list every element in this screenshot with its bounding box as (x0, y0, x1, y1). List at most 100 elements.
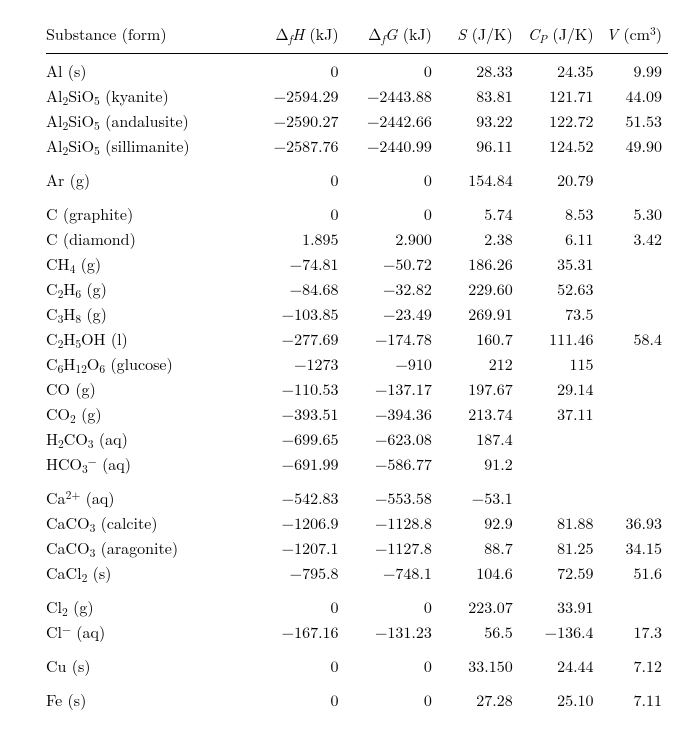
table-row: Al2SiO5 (kyanite)−2594.29−2443.8883.8112… (46, 83, 668, 108)
v-cell (600, 276, 668, 301)
dfh-cell: −1273 (251, 351, 344, 376)
dfh-cell: 0 (251, 644, 344, 678)
dfh-cell: −1207.1 (251, 535, 344, 560)
dfh-cell: −542.83 (251, 476, 344, 510)
s-cell: 33.150 (438, 644, 519, 678)
substance-cell: CaCO3 (calcite) (46, 510, 251, 535)
col-v: V (cm3) (600, 18, 668, 51)
dfh-cell: −2587.76 (251, 133, 344, 158)
dfh-cell: −277.69 (251, 326, 344, 351)
thermo-table: Substance (form) ΔfH (kJ) ΔfG (kJ) S (J/… (46, 18, 668, 712)
substance-cell: C3H8 (g) (46, 301, 251, 326)
s-cell: 223.07 (438, 585, 519, 619)
dfh-cell: −74.81 (251, 251, 344, 276)
dfh-cell: 0 (251, 158, 344, 192)
table-row: Cl− (aq)−167.16−131.2356.5−136.417.3 (46, 619, 668, 644)
s-cell: 83.81 (438, 83, 519, 108)
s-cell: 96.11 (438, 133, 519, 158)
substance-cell: Ca2+ (aq) (46, 476, 251, 510)
table-body: Al (s)0028.3324.359.99Al2SiO5 (kyanite)−… (46, 51, 668, 712)
table-row: Ca2+ (aq)−542.83−553.58−53.1 (46, 476, 668, 510)
s-cell: 160.7 (438, 326, 519, 351)
substance-cell: Cl2 (g) (46, 585, 251, 619)
s-cell: −53.1 (438, 476, 519, 510)
dfg-cell: 0 (345, 158, 438, 192)
col-cp: CP (J/K) (519, 18, 600, 51)
dfh-cell: −1206.9 (251, 510, 344, 535)
cp-cell: 81.25 (519, 535, 600, 560)
v-cell: 36.93 (600, 510, 668, 535)
dfg-cell: −623.08 (345, 426, 438, 451)
table-row: H2CO3 (aq)−699.65−623.08187.4 (46, 426, 668, 451)
cp-cell: −136.4 (519, 619, 600, 644)
table-row: CH4 (g)−74.81−50.72186.2635.31 (46, 251, 668, 276)
dfh-cell: −2590.27 (251, 108, 344, 133)
v-cell: 7.11 (600, 678, 668, 712)
cp-cell: 122.72 (519, 108, 600, 133)
dfh-cell: −167.16 (251, 619, 344, 644)
s-cell: 92.9 (438, 510, 519, 535)
s-cell: 154.84 (438, 158, 519, 192)
dfg-cell: −131.23 (345, 619, 438, 644)
dfg-cell: −586.77 (345, 451, 438, 476)
dfg-cell: 0 (345, 644, 438, 678)
v-cell: 7.12 (600, 644, 668, 678)
dfg-cell: −1127.8 (345, 535, 438, 560)
table-row: Al2SiO5 (sillimanite)−2587.76−2440.9996.… (46, 133, 668, 158)
cp-cell: 24.44 (519, 644, 600, 678)
substance-cell: C2H5OH (l) (46, 326, 251, 351)
cp-cell: 8.53 (519, 192, 600, 226)
table-row: Cl2 (g)00223.0733.91 (46, 585, 668, 619)
s-cell: 28.33 (438, 58, 519, 83)
dfh-cell: 0 (251, 678, 344, 712)
cp-cell: 72.59 (519, 560, 600, 585)
dfg-cell: −23.49 (345, 301, 438, 326)
substance-cell: H2CO3 (aq) (46, 426, 251, 451)
cp-cell: 73.5 (519, 301, 600, 326)
v-cell (600, 476, 668, 510)
dfh-cell: 0 (251, 58, 344, 83)
table-row: Ar (g)00154.8420.79 (46, 158, 668, 192)
v-cell: 3.42 (600, 226, 668, 251)
cp-cell: 33.91 (519, 585, 600, 619)
cp-cell: 35.31 (519, 251, 600, 276)
dfh-cell: 1.895 (251, 226, 344, 251)
substance-cell: Al2SiO5 (kyanite) (46, 83, 251, 108)
substance-cell: Ar (g) (46, 158, 251, 192)
dfh-cell: −2594.29 (251, 83, 344, 108)
cp-cell: 37.11 (519, 401, 600, 426)
v-cell: 58.4 (600, 326, 668, 351)
v-cell: 9.99 (600, 58, 668, 83)
dfg-cell: −394.36 (345, 401, 438, 426)
dfg-cell: −50.72 (345, 251, 438, 276)
thermo-table-page: Substance (form) ΔfH (kJ) ΔfG (kJ) S (J/… (0, 0, 696, 732)
table-row: Al (s)0028.3324.359.99 (46, 58, 668, 83)
s-cell: 187.4 (438, 426, 519, 451)
table-row: C2H6 (g)−84.68−32.82229.6052.63 (46, 276, 668, 301)
cp-cell (519, 476, 600, 510)
substance-cell: C6H12O6 (glucose) (46, 351, 251, 376)
table-row: C6H12O6 (glucose)−1273−910212115 (46, 351, 668, 376)
v-cell (600, 301, 668, 326)
table-row: Cu (s)0033.15024.447.12 (46, 644, 668, 678)
substance-cell: Cl− (aq) (46, 619, 251, 644)
v-cell: 51.53 (600, 108, 668, 133)
cp-cell: 52.63 (519, 276, 600, 301)
dfg-cell: −2443.88 (345, 83, 438, 108)
substance-cell: C2H6 (g) (46, 276, 251, 301)
dfh-cell: −84.68 (251, 276, 344, 301)
table-row: C (diamond)1.8952.9002.386.113.42 (46, 226, 668, 251)
col-substance: Substance (form) (46, 18, 251, 51)
substance-cell: HCO3− (aq) (46, 451, 251, 476)
dfg-cell: −2440.99 (345, 133, 438, 158)
s-cell: 88.7 (438, 535, 519, 560)
table-header: Substance (form) ΔfH (kJ) ΔfG (kJ) S (J/… (46, 18, 668, 51)
table-row: C2H5OH (l)−277.69−174.78160.7111.4658.4 (46, 326, 668, 351)
dfh-cell: −699.65 (251, 426, 344, 451)
dfg-cell: −748.1 (345, 560, 438, 585)
substance-cell: Al2SiO5 (andalusite) (46, 108, 251, 133)
substance-cell: C (graphite) (46, 192, 251, 226)
v-cell (600, 351, 668, 376)
substance-cell: Cu (s) (46, 644, 251, 678)
table-row: CaCl2 (s)−795.8−748.1104.672.5951.6 (46, 560, 668, 585)
